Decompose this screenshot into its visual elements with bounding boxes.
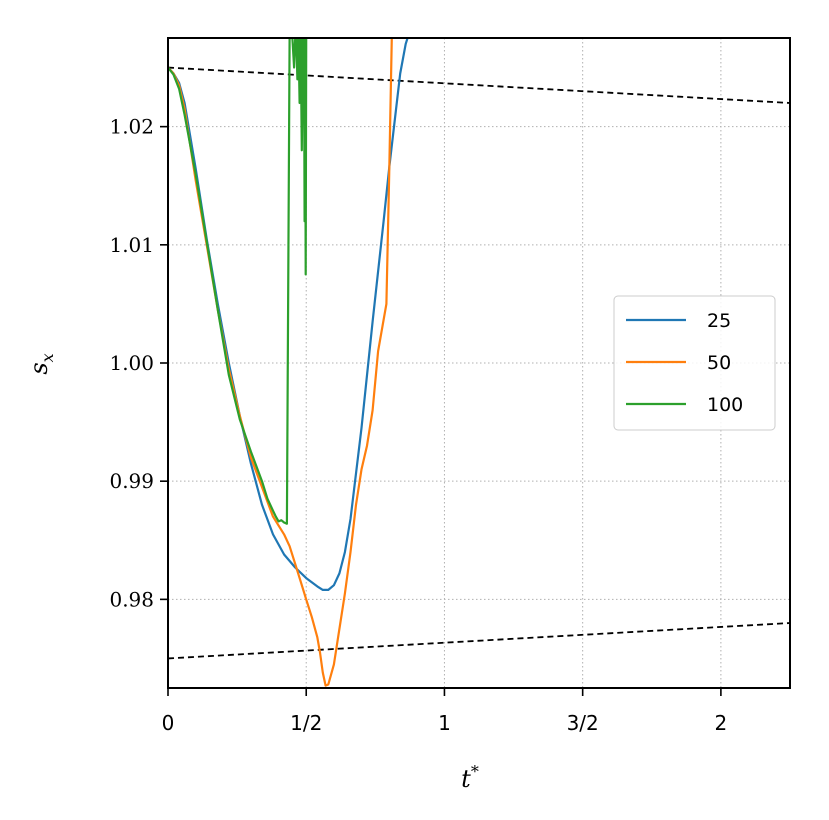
y-tick-label: 0.99 <box>109 469 154 493</box>
x-axis-label: t* <box>461 762 479 793</box>
reference-line-1 <box>168 622 790 660</box>
legend-label-100: 100 <box>707 394 743 416</box>
series-line-100 <box>168 38 308 525</box>
legend-label-50: 50 <box>707 352 731 374</box>
y-tick-label: 0.98 <box>109 587 154 611</box>
y-tick-label: 1.02 <box>109 115 154 139</box>
reference-line-0 <box>168 66 790 104</box>
x-tick-label: 1/2 <box>290 711 322 735</box>
y-axis-label: sx <box>25 353 57 374</box>
legend-label-25: 25 <box>707 310 731 332</box>
legend-box <box>613 295 776 431</box>
y-axis-ticks: 0.98 0.99 1.00 1.01 1.02 <box>109 115 168 611</box>
x-tick-label: 1 <box>438 711 451 735</box>
x-axis-ticks: 0 1/2 1 3/2 2 <box>162 688 728 735</box>
x-tick-label: 2 <box>715 711 728 735</box>
y-tick-label: 1.00 <box>109 351 154 375</box>
x-tick-label: 0 <box>162 711 175 735</box>
reference-lines <box>168 66 790 660</box>
series-lines <box>168 38 409 687</box>
y-tick-label: 1.01 <box>109 233 154 257</box>
series-line-50 <box>168 38 393 687</box>
legend: 25 50 100 <box>613 295 776 431</box>
x-tick-label: 3/2 <box>567 711 599 735</box>
